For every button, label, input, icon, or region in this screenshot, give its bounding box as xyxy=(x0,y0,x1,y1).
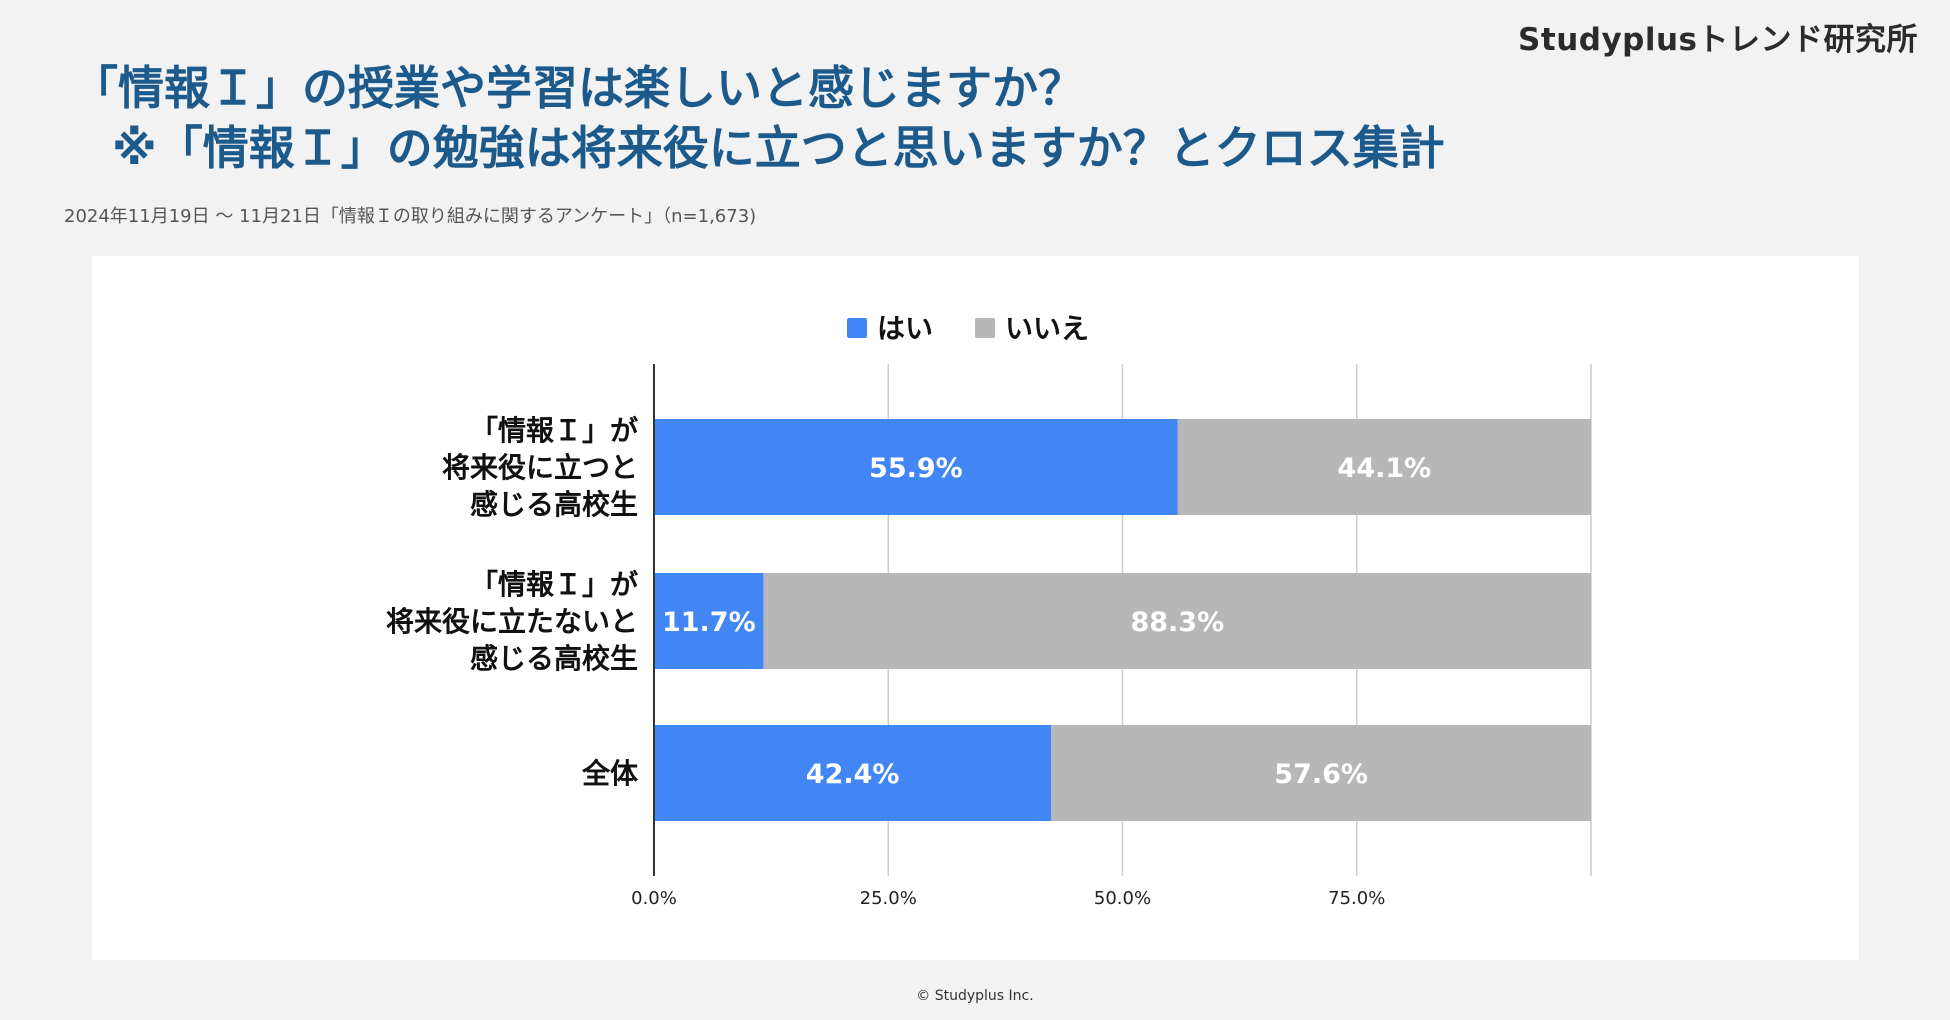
legend-swatch-yes xyxy=(847,318,867,338)
title-line-2: ※「情報Ｉ」の勉強は将来役に立つと思いますか？とクロス集計 xyxy=(112,121,1445,175)
brand-logo-text: Studyplusトレンド研究所 xyxy=(1518,22,1918,58)
title-line-1: 「情報Ｉ」の授業や学習は楽しいと感じますか？ xyxy=(72,61,1084,115)
x-tick-label: 50.0% xyxy=(1094,888,1151,909)
data-label: 88.3% xyxy=(1130,607,1224,638)
legend-label: はい xyxy=(877,312,933,345)
data-label: 44.1% xyxy=(1338,453,1432,484)
page-title: 「情報Ｉ」の授業や学習は楽しいと感じますか？ ※「情報Ｉ」の勉強は将来役に立つと… xyxy=(72,58,1445,178)
copyright-footer: © Studyplus Inc. xyxy=(916,988,1034,1004)
x-tick-label: 25.0% xyxy=(860,888,917,909)
category-label: 全体 xyxy=(581,757,639,790)
category-label: 「情報Ｉ」が xyxy=(470,414,638,447)
category-label: 「情報Ｉ」が xyxy=(470,568,638,601)
category-label: 将来役に立たないと xyxy=(386,605,638,638)
bar-yes xyxy=(654,573,764,669)
chart-card: 55.9% 44.1% 「情報Ｉ」が 将来役に立つと 感じる高校生 11.7% 88.3% 「… xyxy=(92,256,1859,960)
bar-no xyxy=(763,573,1591,669)
x-tick-label: 0.0% xyxy=(631,888,677,909)
bar-no xyxy=(1051,725,1591,821)
bar-yes xyxy=(654,419,1178,515)
category-label: 感じる高校生 xyxy=(470,488,638,521)
data-label: 42.4% xyxy=(806,759,900,790)
bar-no xyxy=(1177,419,1591,515)
legend-swatch-no xyxy=(975,318,995,338)
survey-subtitle: 2024年11月19日 〜 11月21日「情報Ｉの取り組みに関するアンケート」（… xyxy=(64,206,757,227)
x-tick-label: 75.0% xyxy=(1328,888,1385,909)
data-label: 57.6% xyxy=(1274,759,1368,790)
category-label: 将来役に立つと xyxy=(442,451,638,484)
legend-label: いいえ xyxy=(1005,312,1089,345)
data-label: 55.9% xyxy=(869,453,963,484)
category-label: 感じる高校生 xyxy=(470,642,638,675)
bar-yes xyxy=(654,725,1052,821)
data-label: 11.7% xyxy=(662,607,756,638)
